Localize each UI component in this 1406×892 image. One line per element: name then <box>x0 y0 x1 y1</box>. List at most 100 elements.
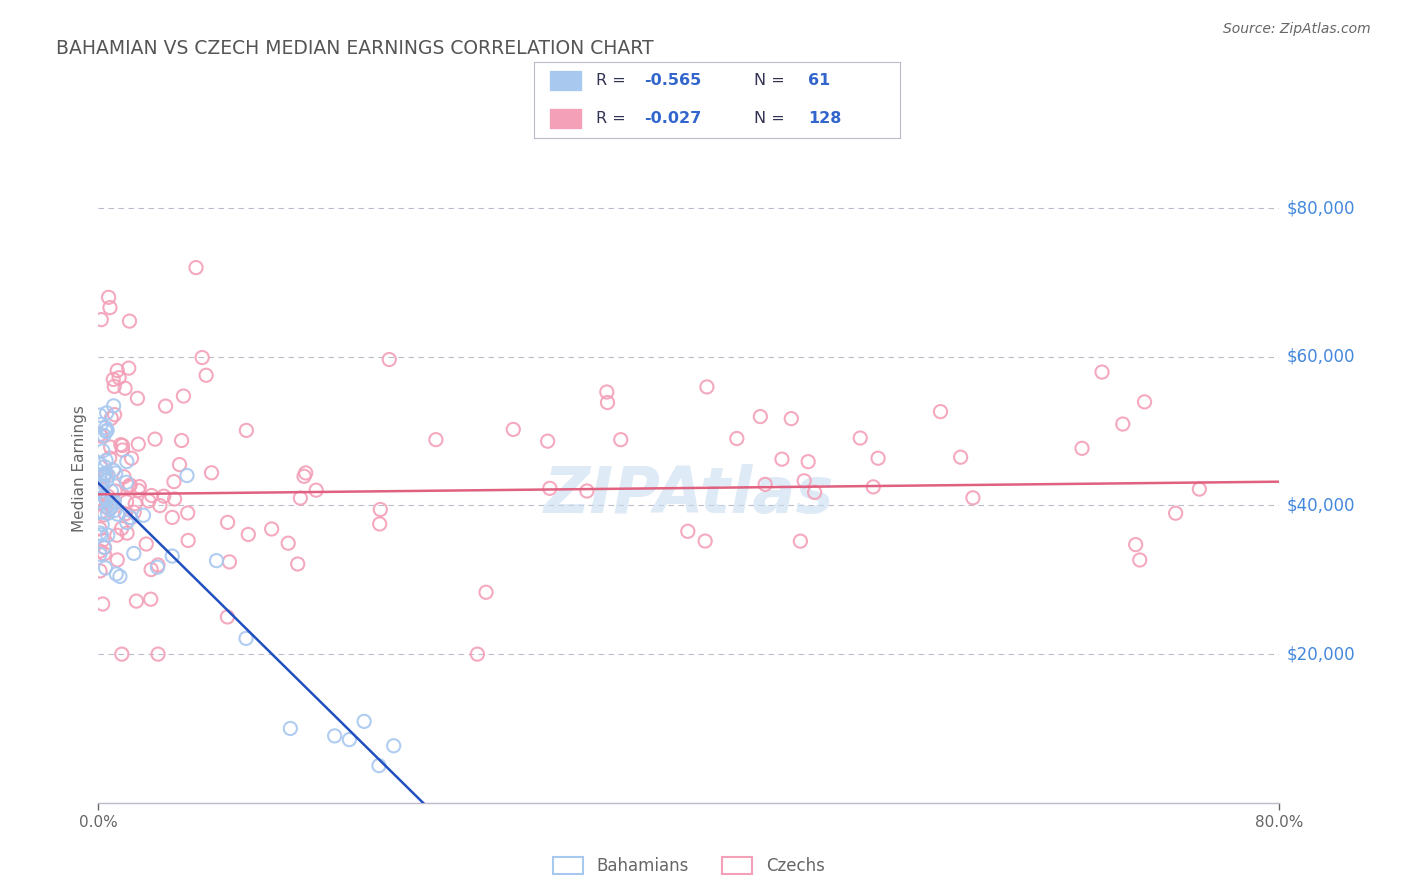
Point <box>132 508 155 523</box>
Point <box>111 647 134 661</box>
Point <box>1125 538 1147 552</box>
Point <box>696 380 718 394</box>
Point <box>108 370 131 384</box>
Point <box>475 585 498 599</box>
Point <box>120 510 142 524</box>
Point <box>292 469 315 483</box>
Bar <box>548 108 582 129</box>
Point <box>323 729 346 743</box>
Point <box>114 381 136 395</box>
Text: $40,000: $40,000 <box>1286 497 1355 515</box>
Text: R =: R = <box>596 111 631 126</box>
Point <box>725 432 748 446</box>
Text: -0.027: -0.027 <box>644 111 702 126</box>
Point <box>1091 365 1114 379</box>
Point <box>184 260 207 275</box>
Text: 61: 61 <box>808 73 831 88</box>
Point <box>1188 482 1211 496</box>
Point <box>139 592 162 607</box>
Point <box>93 547 115 561</box>
Point <box>89 564 111 578</box>
Point <box>195 368 218 383</box>
Point <box>107 507 129 521</box>
Point <box>91 597 114 611</box>
Point <box>111 438 134 452</box>
Point <box>91 475 114 490</box>
Point <box>96 423 118 437</box>
Point <box>128 479 150 493</box>
Point <box>770 452 793 467</box>
Point <box>177 506 200 520</box>
Point <box>155 399 177 413</box>
Point <box>90 505 112 519</box>
Text: R =: R = <box>596 73 631 88</box>
Point <box>862 480 884 494</box>
Point <box>141 489 163 503</box>
Point <box>104 503 127 517</box>
Point <box>93 508 115 522</box>
Point <box>575 483 598 498</box>
Point <box>94 561 117 575</box>
Point <box>89 548 111 562</box>
Point <box>91 533 114 548</box>
Point <box>170 434 193 448</box>
Point <box>962 491 984 505</box>
Point <box>105 528 128 542</box>
Point <box>118 480 141 494</box>
Point <box>135 537 157 551</box>
Point <box>205 554 228 568</box>
Point <box>94 491 117 505</box>
Point <box>1164 506 1187 520</box>
Point <box>90 429 112 443</box>
Point <box>152 489 174 503</box>
Point <box>1112 417 1135 431</box>
Point <box>235 423 257 437</box>
Point <box>146 647 169 661</box>
Point <box>94 467 117 481</box>
Point <box>676 524 699 539</box>
Point <box>115 526 138 541</box>
Point <box>96 474 118 488</box>
Point <box>122 505 145 519</box>
Point <box>138 494 160 508</box>
Point <box>169 458 191 472</box>
Point <box>467 647 489 661</box>
Text: ZIPAtlas: ZIPAtlas <box>544 464 834 526</box>
Point <box>91 517 114 532</box>
Text: -0.565: -0.565 <box>644 73 702 88</box>
Point <box>200 466 222 480</box>
Point <box>596 384 619 399</box>
Point <box>105 553 128 567</box>
Text: N =: N = <box>754 111 790 126</box>
Point <box>868 451 890 466</box>
Point <box>103 379 125 393</box>
Point <box>176 468 198 483</box>
Point <box>122 546 145 560</box>
Point <box>115 475 138 490</box>
Point <box>105 566 128 581</box>
Point <box>537 434 560 449</box>
Point <box>93 505 115 519</box>
Point <box>191 351 214 365</box>
Point <box>93 489 115 503</box>
Point <box>121 451 143 466</box>
Point <box>127 483 149 498</box>
Point <box>90 312 112 326</box>
Point <box>100 440 122 454</box>
Point <box>238 527 260 541</box>
Point <box>111 442 134 457</box>
Point <box>89 544 111 558</box>
Point <box>146 560 169 574</box>
Point <box>114 507 136 521</box>
Point <box>172 389 194 403</box>
Point <box>100 411 122 425</box>
Point <box>118 361 141 376</box>
Point <box>368 758 391 772</box>
Point <box>1133 395 1156 409</box>
Point <box>94 500 117 514</box>
Point <box>337 732 360 747</box>
Point <box>780 411 803 425</box>
Point <box>93 541 115 555</box>
Text: $80,000: $80,000 <box>1286 199 1355 217</box>
Point <box>89 522 111 536</box>
